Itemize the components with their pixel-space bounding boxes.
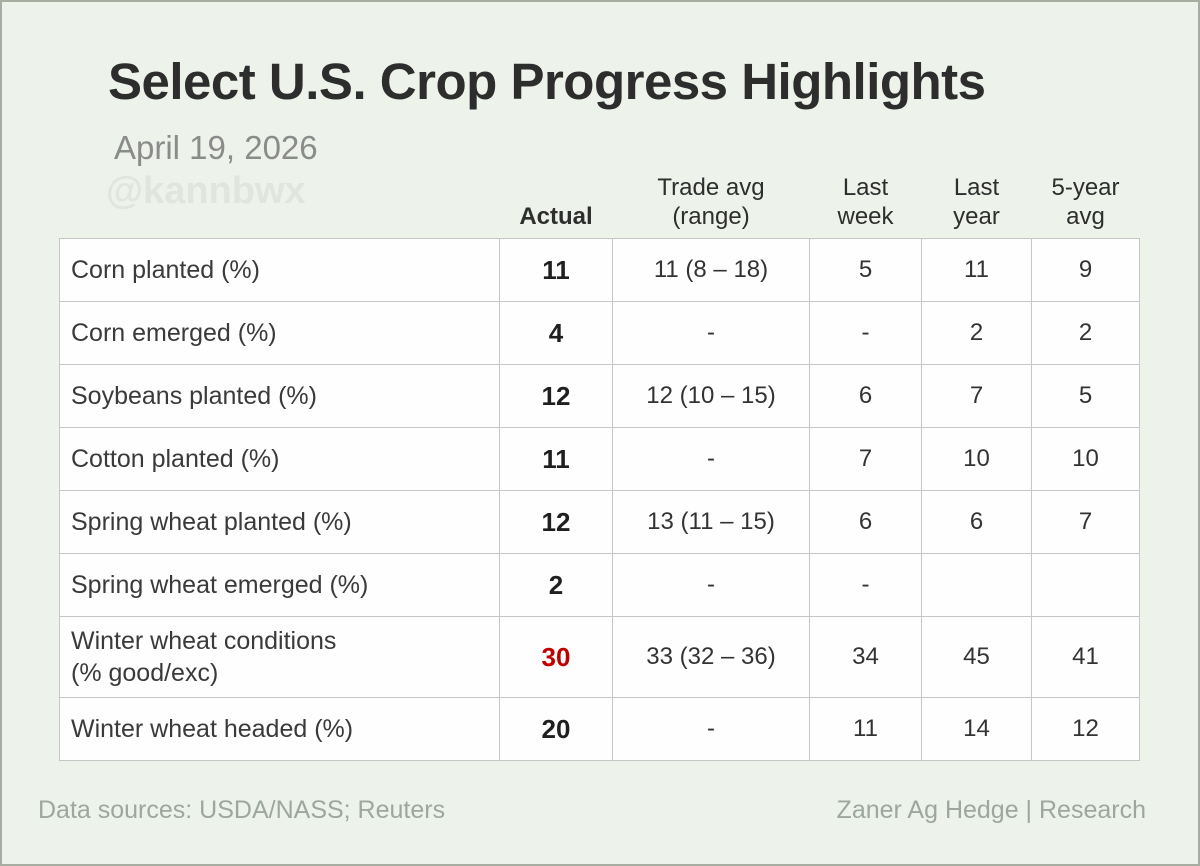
cell-5-year-avg: 12 [1031,697,1140,761]
row-label: Cotton planted (%) [59,427,500,491]
table-row-winter-wheat-headed: Winter wheat headed (%) 20 - 11 14 12 [59,697,1140,761]
cell-last-year [921,553,1032,617]
cell-actual: 12 [499,490,613,554]
cell-last-year: 11 [921,238,1032,302]
cell-last-week: 7 [809,427,922,491]
cell-5-year-avg: 2 [1031,301,1140,365]
table-row-spring-wheat-planted: Spring wheat planted (%) 12 13 (11 – 15)… [59,490,1140,554]
cell-trade-avg: 33 (32 – 36) [612,616,810,698]
cell-last-year: 2 [921,301,1032,365]
row-label: Winter wheat conditions (% good/exc) [59,616,500,698]
cell-5-year-avg: 5 [1031,364,1140,428]
cell-actual: 20 [499,697,613,761]
cell-actual: 11 [499,238,613,302]
cell-last-week: - [809,553,922,617]
cell-actual-highlighted: 30 [499,616,613,698]
column-header-trade-avg: Trade avg (range) [657,174,765,230]
cell-trade-avg: 11 (8 – 18) [612,238,810,302]
cell-last-year: 45 [921,616,1032,698]
cell-last-year: 7 [921,364,1032,428]
branding-note: Zaner Ag Hedge | Research [836,796,1146,824]
cell-trade-avg: - [612,553,810,617]
column-header-last-week: Last week [837,174,894,230]
cell-last-week: 11 [809,697,922,761]
table-row-corn-planted: Corn planted (%) 11 11 (8 – 18) 5 11 9 [59,238,1140,302]
cell-actual: 2 [499,553,613,617]
watermark-handle: @kannbwx [106,170,306,212]
column-header-last-year: Last year [953,174,1000,230]
column-header-blank [60,170,500,239]
cell-last-week: - [809,301,922,365]
row-label: Spring wheat planted (%) [59,490,500,554]
table-row-soybeans-planted: Soybeans planted (%) 12 12 (10 – 15) 6 7… [59,364,1140,428]
column-header-actual: Actual [519,202,593,230]
cell-last-week: 5 [809,238,922,302]
table-header-row: Actual Trade avg (range) Last week Last … [60,170,1140,239]
row-label: Winter wheat headed (%) [59,697,500,761]
cell-last-year: 6 [921,490,1032,554]
cell-last-week: 34 [809,616,922,698]
cell-last-week: 6 [809,490,922,554]
page-title: Select U.S. Crop Progress Highlights [108,53,986,110]
cell-trade-avg: - [612,697,810,761]
cell-actual: 12 [499,364,613,428]
cell-last-year: 14 [921,697,1032,761]
cell-5-year-avg [1031,553,1140,617]
date-subtitle: April 19, 2026 [114,129,318,166]
table-row-corn-emerged: Corn emerged (%) 4 - - 2 2 [59,301,1140,365]
data-sources-note: Data sources: USDA/NASS; Reuters [38,796,446,824]
table-row-spring-wheat-emerged: Spring wheat emerged (%) 2 - - [59,553,1140,617]
row-label: Soybeans planted (%) [59,364,500,428]
cell-trade-avg: - [612,427,810,491]
row-label: Spring wheat emerged (%) [59,553,500,617]
cell-5-year-avg: 10 [1031,427,1140,491]
cell-actual: 4 [499,301,613,365]
cell-trade-avg: 12 (10 – 15) [612,364,810,428]
row-label: Corn emerged (%) [59,301,500,365]
cell-5-year-avg: 41 [1031,616,1140,698]
cell-last-week: 6 [809,364,922,428]
cell-last-year: 10 [921,427,1032,491]
table-row-cotton-planted: Cotton planted (%) 11 - 7 10 10 [59,427,1140,491]
cell-trade-avg: - [612,301,810,365]
cell-5-year-avg: 7 [1031,490,1140,554]
cell-actual: 11 [499,427,613,491]
table-row-winter-wheat-conditions: Winter wheat conditions (% good/exc) 30 … [59,616,1140,698]
crop-progress-table: Actual Trade avg (range) Last week Last … [59,170,1140,761]
cell-trade-avg: 13 (11 – 15) [612,490,810,554]
column-header-5-year-avg: 5-year avg [1051,174,1120,230]
cell-5-year-avg: 9 [1031,238,1140,302]
row-label: Corn planted (%) [59,238,500,302]
